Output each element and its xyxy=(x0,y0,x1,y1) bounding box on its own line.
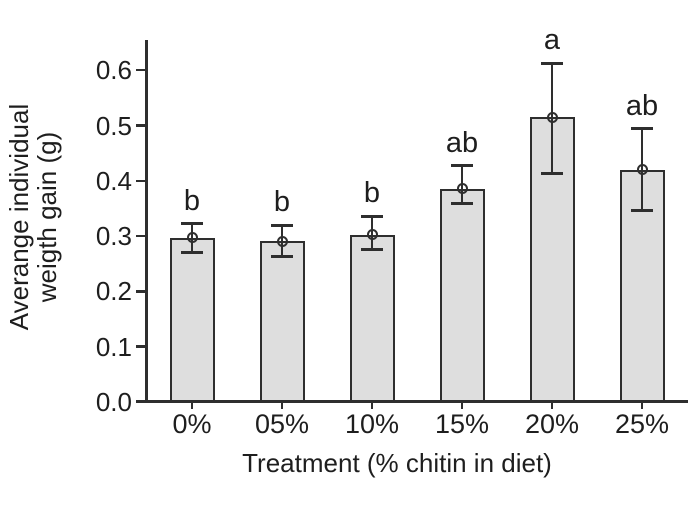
error-bar-cap-bottom xyxy=(271,255,293,259)
y-axis-line xyxy=(145,40,148,403)
y-tick-label: 0.0 xyxy=(95,387,132,417)
significance-letter: ab xyxy=(625,89,659,122)
y-tick-mark xyxy=(136,179,146,183)
y-tick-mark xyxy=(136,290,146,293)
x-tick-mark xyxy=(190,402,194,409)
error-bar-cap-top xyxy=(631,127,653,131)
error-bar-cap-top xyxy=(181,222,203,226)
error-bar-cap-bottom xyxy=(631,209,653,213)
bar xyxy=(619,169,665,402)
y-tick-mark xyxy=(136,345,146,348)
bar xyxy=(259,241,305,402)
x-tick-mark xyxy=(550,402,554,409)
error-bar-cap-top xyxy=(271,223,293,227)
x-tick-label: 25% xyxy=(614,409,670,439)
x-axis-title: Treatment (% chitin in diet) xyxy=(242,448,552,478)
significance-letter: b xyxy=(273,186,291,219)
error-bar-cap-top xyxy=(451,164,473,168)
significance-letter: b xyxy=(183,184,201,217)
y-tick-mark xyxy=(136,68,146,72)
y-tick-label: 0.6 xyxy=(95,55,132,86)
y-tick-label: 0.3 xyxy=(95,221,132,252)
x-tick-label: 05% xyxy=(254,409,310,439)
bar xyxy=(349,234,395,402)
x-tick-label: 0% xyxy=(172,409,212,439)
error-bar-cap-bottom xyxy=(451,201,473,205)
x-axis-line xyxy=(136,400,688,403)
circle-plus-icon xyxy=(456,183,468,195)
y-tick-label: 0.5 xyxy=(95,110,132,141)
error-bar-cap-bottom xyxy=(181,251,203,255)
error-bar-cap-top xyxy=(361,214,383,218)
error-bar-cap-bottom xyxy=(361,248,383,252)
y-tick-mark xyxy=(136,124,146,127)
error-bar-cap-bottom xyxy=(541,171,563,175)
x-tick-mark xyxy=(370,402,374,409)
x-tick-label: 20% xyxy=(524,409,580,439)
significance-letter: ab xyxy=(445,126,479,159)
x-tick-label: 10% xyxy=(344,409,400,439)
circle-plus-icon xyxy=(366,229,378,241)
x-tick-mark xyxy=(640,402,644,409)
x-tick-label: 15% xyxy=(434,409,490,439)
y-axis-label-line1: Averange individual xyxy=(4,103,34,331)
x-tick-mark xyxy=(280,402,284,409)
circle-plus-icon xyxy=(546,111,558,123)
bar xyxy=(529,117,575,402)
y-tick-label: 0.1 xyxy=(95,331,132,362)
y-axis-label-line2: weigth gain (g) xyxy=(32,131,62,303)
y-axis-label: Averange individual weigth gain (g) xyxy=(4,103,62,331)
y-tick-mark xyxy=(136,234,146,238)
y-tick-label: 0.2 xyxy=(95,276,132,307)
circle-plus-icon xyxy=(186,232,198,244)
y-tick-label: 0.4 xyxy=(95,165,132,196)
significance-letter: a xyxy=(543,24,561,56)
error-bar-cap-top xyxy=(541,61,563,65)
bar xyxy=(439,188,485,402)
circle-plus-icon xyxy=(636,164,648,176)
bar xyxy=(169,237,215,402)
significance-letter: b xyxy=(363,177,381,210)
x-tick-mark xyxy=(460,402,464,409)
circle-plus-icon xyxy=(276,235,288,247)
